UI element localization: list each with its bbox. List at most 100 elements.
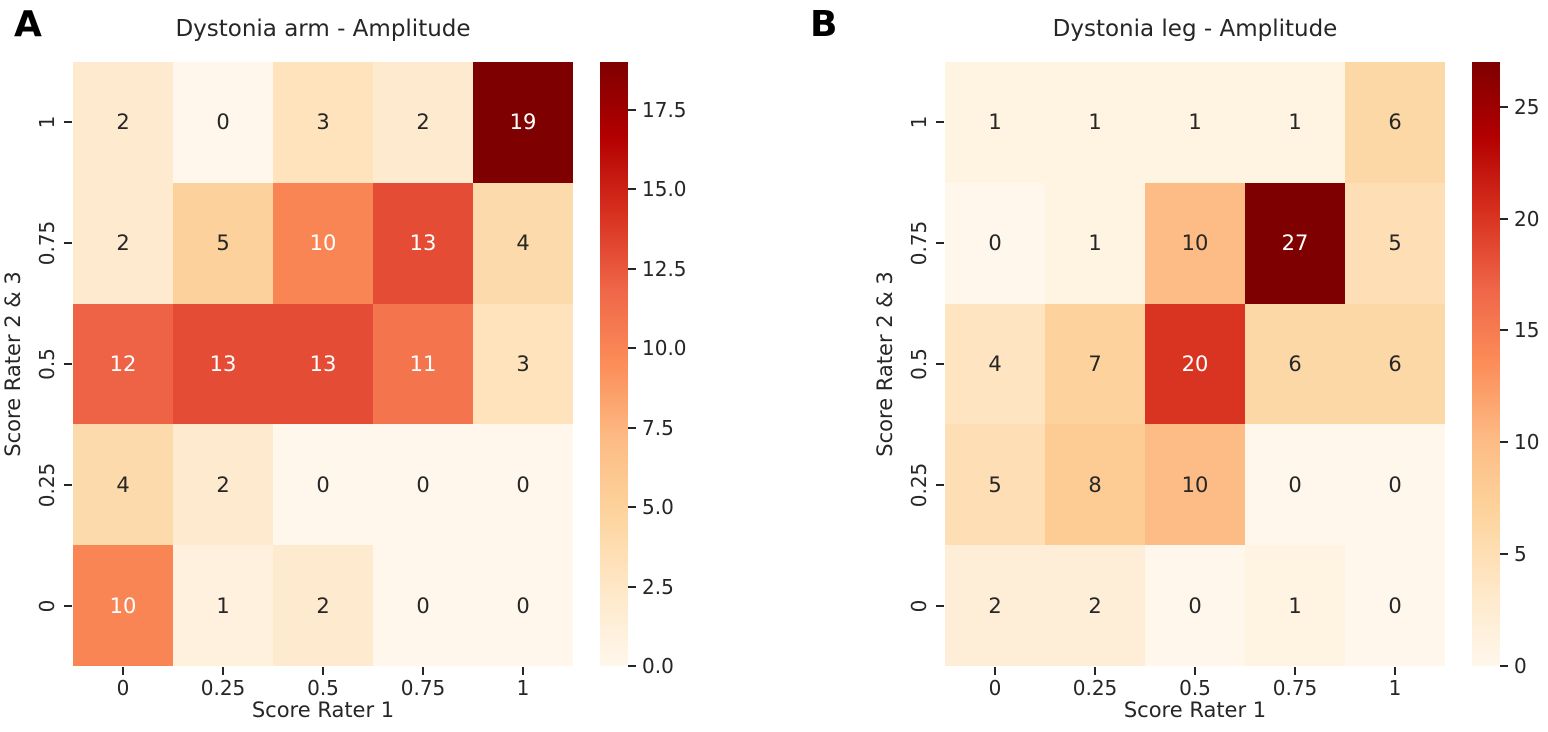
cell-value: 4 bbox=[116, 472, 130, 497]
heatmap-cell: 5 bbox=[173, 182, 273, 304]
x-tick-mark bbox=[1394, 667, 1396, 675]
heatmap-cell: 5 bbox=[945, 424, 1045, 546]
heatmap-cell: 1 bbox=[1145, 62, 1245, 183]
colorbar-tick-label: 0.0 bbox=[642, 654, 674, 678]
heatmap-cell: 10 bbox=[1145, 424, 1245, 546]
cell-value: 11 bbox=[409, 351, 437, 376]
colorbar-tick-mark bbox=[628, 426, 636, 429]
heatmap-cell: 6 bbox=[1345, 303, 1445, 425]
x-tick-mark bbox=[1294, 667, 1296, 675]
heatmap-cell: 0 bbox=[373, 424, 473, 546]
cell-value: 10 bbox=[1181, 472, 1209, 497]
cell-value: 8 bbox=[1088, 472, 1102, 497]
colorbar-tick-mark bbox=[628, 585, 636, 588]
heatmap-grid: 2 0 3 2 19 2 5 10 13 4 12 13 13 11 3 4 2 0 0 0 10 1 2 0 0 bbox=[73, 62, 573, 666]
heatmap-cell: 10 bbox=[73, 545, 173, 666]
colorbar-tick-mark bbox=[628, 188, 636, 191]
x-tick-mark bbox=[1094, 667, 1096, 675]
y-tick-mark bbox=[936, 121, 944, 124]
x-tick-label: 0.75 bbox=[400, 676, 446, 700]
colorbar-tick-mark bbox=[628, 108, 636, 111]
cell-value: 1 bbox=[1088, 231, 1102, 256]
heatmap-cell: 2 bbox=[73, 182, 173, 304]
heatmap-cell: 8 bbox=[1045, 424, 1145, 546]
colorbar-tick-mark bbox=[628, 506, 636, 509]
heatmap-cell: 20 bbox=[1145, 303, 1245, 425]
x-tick-label: 0.5 bbox=[1179, 676, 1211, 700]
cell-value: 13 bbox=[309, 351, 337, 376]
y-tick-mark bbox=[936, 483, 944, 486]
colorbar-tick-label: 10.0 bbox=[642, 336, 687, 361]
cell-value: 2 bbox=[216, 472, 230, 497]
heatmap-cell: 0 bbox=[173, 62, 273, 183]
cell-value: 4 bbox=[516, 231, 530, 256]
heatmap-cell: 10 bbox=[273, 182, 373, 304]
cell-value: 0 bbox=[1388, 472, 1402, 497]
y-tick-mark bbox=[64, 604, 72, 607]
colorbar-tick-label: 5.0 bbox=[642, 495, 674, 520]
colorbar bbox=[1472, 62, 1500, 666]
colorbar-tick-mark bbox=[1500, 329, 1508, 332]
y-tick-mark bbox=[936, 604, 944, 607]
heatmap-cell: 12 bbox=[73, 303, 173, 425]
heatmap-cell: 1 bbox=[1245, 545, 1345, 666]
y-tick-label: 0.5 bbox=[907, 348, 931, 380]
x-tick-label: 0.75 bbox=[1272, 676, 1318, 700]
y-tick-mark bbox=[64, 242, 72, 245]
y-tick-label: 0.25 bbox=[907, 462, 931, 508]
panel-letter-a: A bbox=[14, 4, 42, 45]
colorbar-tick-mark bbox=[1500, 441, 1508, 444]
cell-value: 0 bbox=[216, 110, 230, 135]
heatmap-cell: 4 bbox=[945, 303, 1045, 425]
cell-value: 10 bbox=[109, 593, 137, 618]
colorbar-tick-label: 0 bbox=[1514, 654, 1527, 678]
cell-value: 0 bbox=[516, 472, 530, 497]
heatmap-cell: 19 bbox=[473, 62, 573, 183]
cell-value: 19 bbox=[509, 110, 537, 135]
heatmap-cell: 13 bbox=[373, 182, 473, 304]
y-tick-mark bbox=[64, 483, 72, 486]
y-tick-label: 1 bbox=[907, 116, 931, 129]
heatmap-cell: 0 bbox=[1145, 545, 1245, 666]
colorbar-tick-label: 20 bbox=[1514, 206, 1540, 231]
cell-value: 0 bbox=[1188, 593, 1202, 618]
heatmap-cell: 2 bbox=[945, 545, 1045, 666]
y-tick-mark bbox=[936, 363, 944, 365]
heatmap-cell: 6 bbox=[1345, 62, 1445, 183]
cell-value: 1 bbox=[1088, 110, 1102, 135]
x-tick-mark bbox=[222, 667, 224, 675]
colorbar-tick-mark bbox=[1500, 665, 1508, 667]
cell-value: 0 bbox=[1388, 593, 1402, 618]
heatmap-cell: 0 bbox=[945, 182, 1045, 304]
cell-value: 2 bbox=[1088, 593, 1102, 618]
x-axis-label: Score Rater 1 bbox=[251, 698, 395, 722]
y-tick-label: 0.75 bbox=[35, 220, 59, 266]
heatmap-cell: 4 bbox=[473, 182, 573, 304]
cell-value: 1 bbox=[1288, 593, 1302, 618]
x-tick-mark bbox=[522, 667, 524, 675]
heatmap-cell: 1 bbox=[173, 545, 273, 666]
cell-value: 13 bbox=[409, 231, 437, 256]
y-tick-label: 0.5 bbox=[35, 348, 59, 380]
y-tick-label: 0.75 bbox=[907, 220, 931, 266]
heatmap-grid: 1 1 1 1 6 0 1 10 27 5 4 7 20 6 6 5 8 10 0 0 2 2 0 1 0 bbox=[945, 62, 1445, 666]
heatmap-cell: 7 bbox=[1045, 303, 1145, 425]
cell-value: 20 bbox=[1181, 351, 1209, 376]
y-tick-mark bbox=[936, 242, 944, 245]
cell-value: 3 bbox=[316, 110, 330, 135]
heatmap-cell: 1 bbox=[945, 62, 1045, 183]
cell-value: 2 bbox=[316, 593, 330, 618]
x-tick-label: 0.25 bbox=[1072, 676, 1118, 700]
cell-value: 0 bbox=[1288, 472, 1302, 497]
x-tick-mark bbox=[322, 667, 324, 675]
heatmap-cell: 3 bbox=[473, 303, 573, 425]
x-tick-mark bbox=[1194, 667, 1196, 675]
heatmap-cell: 2 bbox=[73, 62, 173, 183]
colorbar-tick-mark bbox=[628, 267, 636, 270]
heatmap-cell: 27 bbox=[1245, 182, 1345, 304]
heatmap-cell: 0 bbox=[1345, 424, 1445, 546]
heatmap-cell: 0 bbox=[1345, 545, 1445, 666]
heatmap-cell: 4 bbox=[73, 424, 173, 546]
cell-value: 10 bbox=[309, 231, 337, 256]
heatmap-cell: 10 bbox=[1145, 182, 1245, 304]
